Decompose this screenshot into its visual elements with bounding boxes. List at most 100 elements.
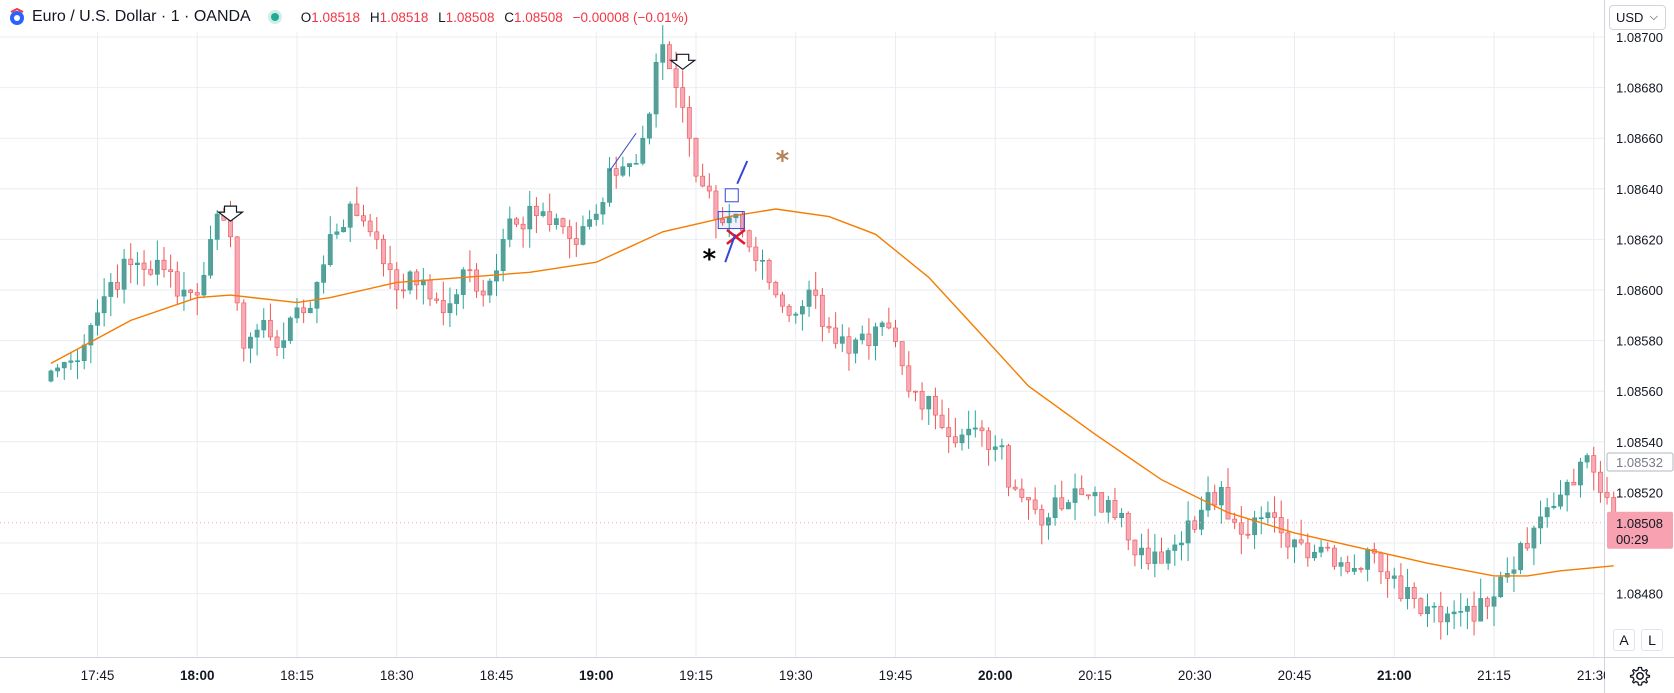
candle-body xyxy=(201,274,207,296)
candle-body xyxy=(174,271,180,297)
candle-up xyxy=(68,351,74,371)
candle-down xyxy=(846,327,852,371)
candle-body xyxy=(1185,520,1191,544)
candle-body xyxy=(520,223,526,230)
candle-down xyxy=(700,163,706,188)
symbol-title[interactable]: Euro / U.S. Dollar · 1 · OANDA xyxy=(32,8,251,25)
candle-down xyxy=(1232,512,1238,530)
candle-body xyxy=(959,434,965,444)
candle-body xyxy=(1511,569,1517,574)
candle-body xyxy=(474,269,479,292)
candle-body xyxy=(440,300,446,314)
candle-up xyxy=(607,157,612,207)
candle-body xyxy=(394,269,400,291)
countdown-label: 00:29 xyxy=(1616,532,1649,547)
annotation-box xyxy=(724,188,739,203)
candle-body xyxy=(846,336,852,354)
candle-up xyxy=(1052,484,1058,526)
candle-body xyxy=(248,336,253,349)
time-tick-label: 19:45 xyxy=(879,668,913,683)
candle-body xyxy=(873,326,878,346)
candle-up xyxy=(135,251,140,285)
candle-body xyxy=(540,211,546,216)
candle-up xyxy=(879,320,885,336)
candle-up xyxy=(48,369,54,383)
candle-body xyxy=(1252,517,1257,536)
candle-body xyxy=(806,289,812,307)
candle-down xyxy=(367,214,373,237)
candle-body xyxy=(261,320,267,331)
candle-body xyxy=(208,239,213,276)
candle-body xyxy=(460,269,466,295)
candle-down xyxy=(780,291,785,313)
currency-select[interactable]: USD ⌵ xyxy=(1609,5,1666,30)
auto-scale-button[interactable]: A xyxy=(1613,629,1635,651)
candle-body xyxy=(1085,494,1091,497)
candle-down xyxy=(354,186,360,217)
candle-body xyxy=(1145,547,1151,564)
sell-arrow-icon xyxy=(216,205,245,222)
candle-up xyxy=(999,438,1005,460)
candle-down xyxy=(1006,443,1011,497)
candle-body xyxy=(1192,520,1198,530)
log-scale-button[interactable]: L xyxy=(1641,629,1663,651)
candle-down xyxy=(547,193,553,232)
candle-up xyxy=(181,272,187,311)
candle-body xyxy=(673,68,679,88)
candle-down xyxy=(746,229,752,253)
candle-up xyxy=(314,281,320,324)
candle-up xyxy=(1179,531,1184,561)
candle-body xyxy=(1006,445,1011,488)
change-value: −0.00008 (−0.01%) xyxy=(572,9,689,25)
candle-body xyxy=(666,44,672,70)
price-tick-label: 1.08540 xyxy=(1616,435,1663,450)
settings-gear-icon[interactable] xyxy=(1628,664,1652,688)
candle-body xyxy=(627,163,632,167)
candle-up xyxy=(1391,567,1397,589)
candle-body xyxy=(334,231,340,235)
candle-body xyxy=(1531,527,1537,549)
candle-body xyxy=(952,436,958,444)
candle-body xyxy=(321,264,326,283)
candle-body xyxy=(354,203,360,217)
candle-down xyxy=(1132,539,1138,567)
candle-body xyxy=(760,260,765,262)
candle-body xyxy=(700,175,706,187)
candle-down xyxy=(773,280,779,298)
candle-down xyxy=(381,234,386,277)
candle-body xyxy=(1012,486,1018,490)
candle-up xyxy=(1092,486,1098,517)
candle-body xyxy=(234,236,240,304)
candle-body xyxy=(1465,605,1470,612)
candle-body xyxy=(799,306,805,315)
time-tick-label: 20:15 xyxy=(1078,668,1112,683)
candle-body xyxy=(414,271,420,286)
candle-down xyxy=(706,173,712,199)
candle-body xyxy=(620,166,626,176)
candle-up xyxy=(281,322,287,360)
candle-body xyxy=(81,344,87,362)
candle-down xyxy=(1085,494,1091,500)
candle-body xyxy=(1425,606,1430,615)
candle-up xyxy=(1312,544,1317,561)
candle-down xyxy=(400,273,406,299)
candle-down xyxy=(986,427,991,466)
candle-down xyxy=(1524,527,1530,551)
candle-body xyxy=(1398,575,1404,599)
candle-body xyxy=(1418,598,1424,615)
chart-legend: Euro / U.S. Dollar · 1 · OANDA O1.08518 … xyxy=(8,6,688,28)
candle-body xyxy=(926,395,932,410)
sell-arrow-icon xyxy=(668,53,697,71)
candle-up xyxy=(553,213,559,230)
candle-up xyxy=(1165,547,1171,570)
candle-up xyxy=(640,125,646,166)
candle-up xyxy=(1531,525,1537,566)
candle-up xyxy=(1046,512,1051,540)
candle-body xyxy=(1112,500,1118,519)
candle-down xyxy=(899,341,905,375)
axis-corner xyxy=(1605,658,1674,693)
candle-body xyxy=(593,213,599,220)
candle-body xyxy=(307,307,313,314)
candle-down xyxy=(1079,475,1085,496)
